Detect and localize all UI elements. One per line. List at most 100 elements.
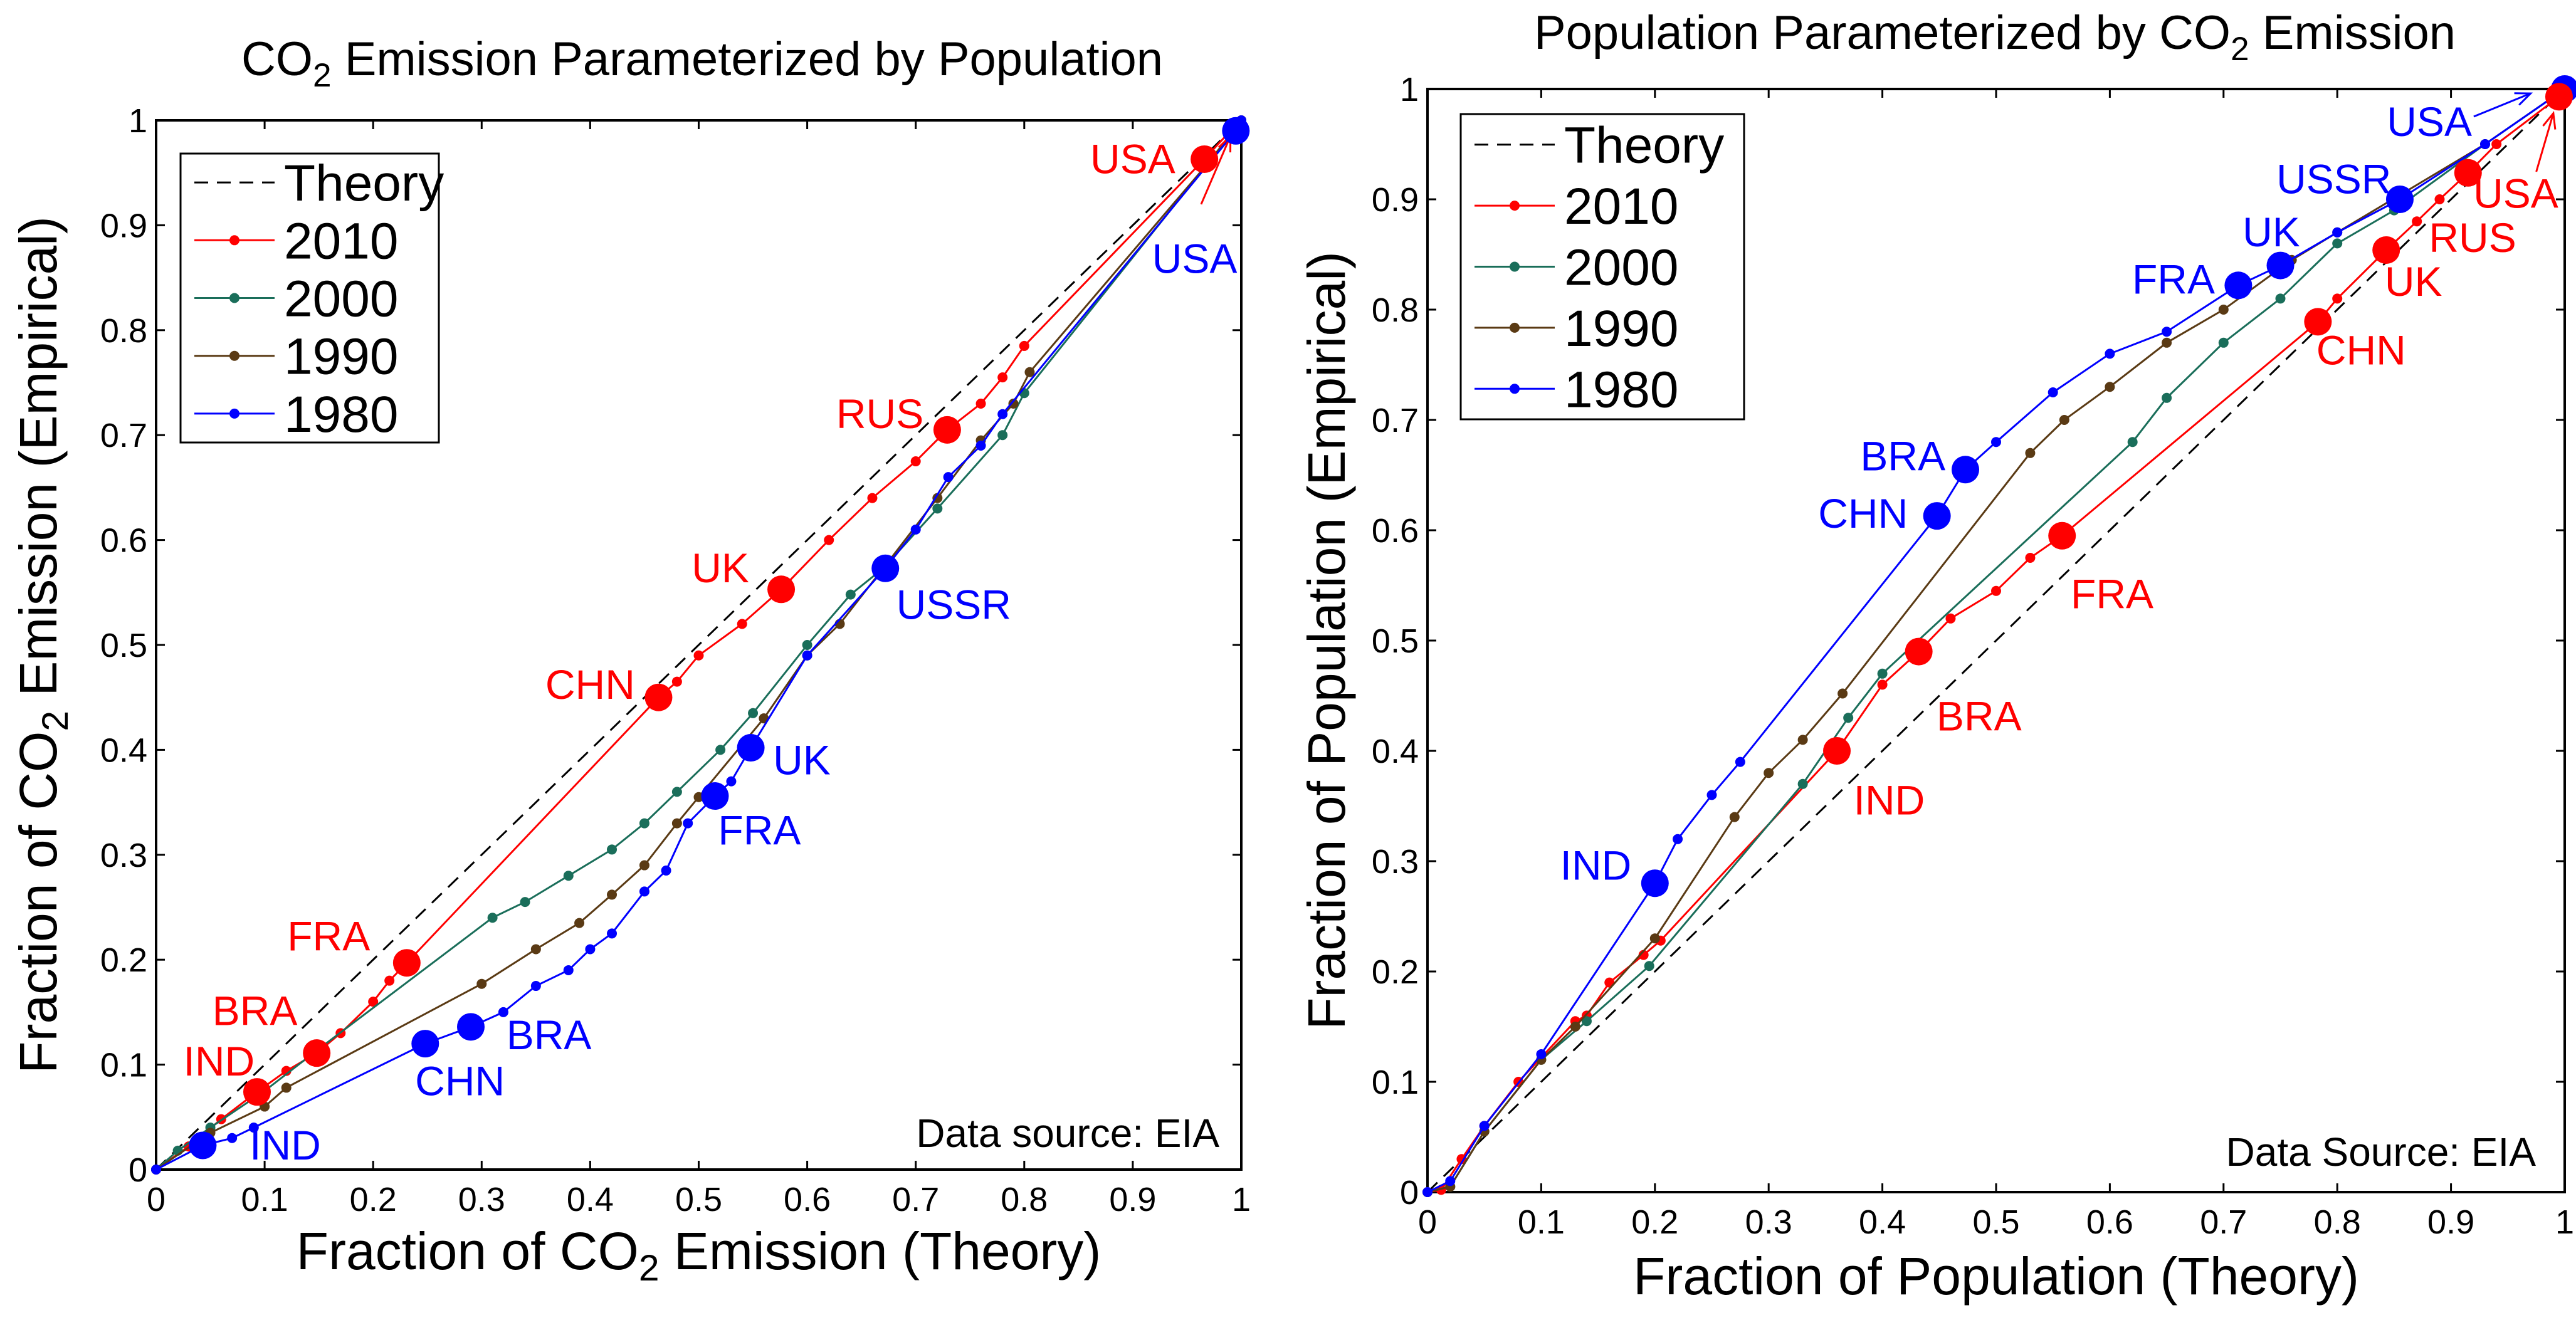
y-tick-label: 0.4 bbox=[100, 731, 147, 769]
chart-title-text: Population Parameterized by CO bbox=[1534, 6, 2231, 60]
data-point bbox=[1536, 1049, 1547, 1059]
data-point bbox=[975, 440, 986, 451]
country-marker-fra bbox=[2224, 271, 2253, 300]
data-point bbox=[997, 372, 1008, 383]
chart-title-subscript: 2 bbox=[2231, 31, 2249, 68]
country-label-usa: USA bbox=[2473, 170, 2558, 216]
data-point bbox=[975, 398, 986, 409]
data-point bbox=[2480, 139, 2491, 149]
country-marker-bra bbox=[303, 1039, 331, 1067]
country-label-usa: USA bbox=[1152, 235, 1238, 281]
country-label-chn: CHN bbox=[545, 661, 635, 708]
data-point bbox=[2025, 553, 2036, 563]
chart-title-text: CO bbox=[241, 33, 313, 86]
y-axis-label-text: Fraction of Population (Empirical) bbox=[1297, 251, 1356, 1030]
data-point bbox=[693, 792, 704, 802]
legend-marker bbox=[1510, 261, 1520, 272]
country-marker-chn bbox=[1923, 502, 1951, 530]
country-marker-uk bbox=[2266, 251, 2295, 280]
x-tick-label: 0.2 bbox=[1631, 1203, 1678, 1241]
country-marker-ussr bbox=[871, 554, 900, 582]
data-point bbox=[1843, 713, 1854, 723]
data-point bbox=[1764, 768, 1774, 778]
y-tick-label: 0.1 bbox=[1372, 1064, 1419, 1101]
data-point bbox=[281, 1066, 292, 1076]
y-tick-label: 0.2 bbox=[100, 941, 147, 979]
annotation-arrow bbox=[2473, 92, 2531, 118]
chart-panel-1: 00 0.1 0.1 0.2 0.2 0.3 0.3 0.4 0.4 0.5 0.5 0.6 0.6 0.… bbox=[9, 33, 1251, 1289]
country-marker-rus bbox=[2454, 159, 2482, 187]
legend-label-2010: 2010 bbox=[1564, 178, 1678, 235]
x-axis-label-subscript: 2 bbox=[639, 1248, 660, 1289]
data-point bbox=[1729, 812, 1740, 822]
x-tick-label: 0.5 bbox=[1972, 1203, 2019, 1241]
data-point bbox=[2162, 337, 2172, 348]
data-point bbox=[2275, 293, 2286, 304]
data-point bbox=[910, 456, 921, 467]
data-point bbox=[520, 897, 530, 908]
country-label-chn: CHN bbox=[415, 1058, 505, 1104]
legend-label-2010: 2010 bbox=[284, 212, 398, 270]
x-axis-label-text-rest: Emission (Theory) bbox=[660, 1222, 1101, 1280]
country-marker-rus bbox=[933, 416, 961, 444]
x-tick-label: 0.6 bbox=[2086, 1203, 2133, 1241]
x-tick-label: 0.4 bbox=[567, 1181, 614, 1218]
country-label-usa: USA bbox=[1090, 135, 1175, 182]
data-point bbox=[2412, 216, 2422, 227]
y-axis-label: Fraction of Population (Empirical) bbox=[1297, 251, 1356, 1030]
country-label-rus: RUS bbox=[2429, 214, 2516, 261]
legend-marker bbox=[229, 235, 239, 246]
data-point bbox=[639, 860, 649, 871]
series-theory bbox=[155, 119, 1243, 1171]
x-axis-label: Fraction of CO2 Emission (Theory) bbox=[297, 1222, 1101, 1289]
arrow-head-icon bbox=[2542, 111, 2557, 130]
data-point bbox=[1991, 585, 2001, 596]
data-point bbox=[1797, 778, 1808, 789]
y-tick-label: 0.6 bbox=[1372, 512, 1419, 550]
y-axis-label: Fraction of CO2 Emission (Empirical) bbox=[9, 216, 76, 1074]
country-marker-bra bbox=[1952, 456, 1980, 484]
x-tick-label: 0 bbox=[1418, 1203, 1437, 1241]
data-point bbox=[1649, 933, 1660, 944]
country-label-fra: FRA bbox=[287, 913, 370, 960]
series-line-theory bbox=[1426, 88, 2566, 1193]
legend-marker bbox=[1510, 201, 1520, 211]
country-label-bra: BRA bbox=[507, 1012, 592, 1058]
data-point bbox=[1706, 790, 1717, 800]
data-point bbox=[585, 944, 596, 955]
data-point bbox=[476, 978, 487, 989]
y-axis-label-text: Fraction of CO bbox=[9, 731, 68, 1074]
legend-label-2000: 2000 bbox=[1564, 239, 1678, 296]
country-label-bra: BRA bbox=[213, 988, 298, 1034]
x-axis-label-text: Fraction of Population (Theory) bbox=[1633, 1247, 2359, 1306]
data-point bbox=[2127, 437, 2138, 448]
data-point bbox=[2332, 238, 2343, 249]
data-point bbox=[639, 818, 649, 829]
chart-title: CO2 Emission Parameterized by Population bbox=[241, 33, 1163, 94]
legend-marker bbox=[1510, 384, 1520, 394]
x-tick-label: 0.6 bbox=[784, 1181, 831, 1218]
data-point bbox=[1644, 961, 1654, 971]
country-label-chn: CHN bbox=[1818, 490, 1908, 537]
data-point bbox=[932, 493, 943, 503]
x-tick-label: 0.3 bbox=[1745, 1203, 1792, 1241]
data-point bbox=[671, 818, 682, 829]
chart-title-text-rest: Emission Parameterized by Population bbox=[332, 33, 1163, 86]
data-point bbox=[1673, 834, 1683, 844]
legend-label-1980: 1980 bbox=[284, 386, 398, 443]
country-marker-fra bbox=[2048, 521, 2076, 550]
data-source-note: Data source: EIA bbox=[916, 1111, 1219, 1156]
country-marker-uk bbox=[737, 734, 765, 762]
x-tick-label: 0.9 bbox=[2427, 1203, 2474, 1241]
country-marker-ind bbox=[243, 1078, 271, 1106]
country-marker-usa bbox=[2545, 83, 2573, 111]
x-axis-label: Fraction of Population (Theory) bbox=[1633, 1247, 2359, 1306]
legend-label-1990: 1990 bbox=[1564, 300, 1678, 357]
data-source-note: Data Source: EIA bbox=[2226, 1129, 2537, 1175]
x-tick-label: 0.4 bbox=[1859, 1203, 1906, 1241]
data-point bbox=[1581, 1016, 1592, 1027]
annotation-arrow bbox=[2535, 113, 2555, 172]
country-marker-ind bbox=[189, 1131, 217, 1160]
data-point bbox=[248, 1123, 259, 1133]
